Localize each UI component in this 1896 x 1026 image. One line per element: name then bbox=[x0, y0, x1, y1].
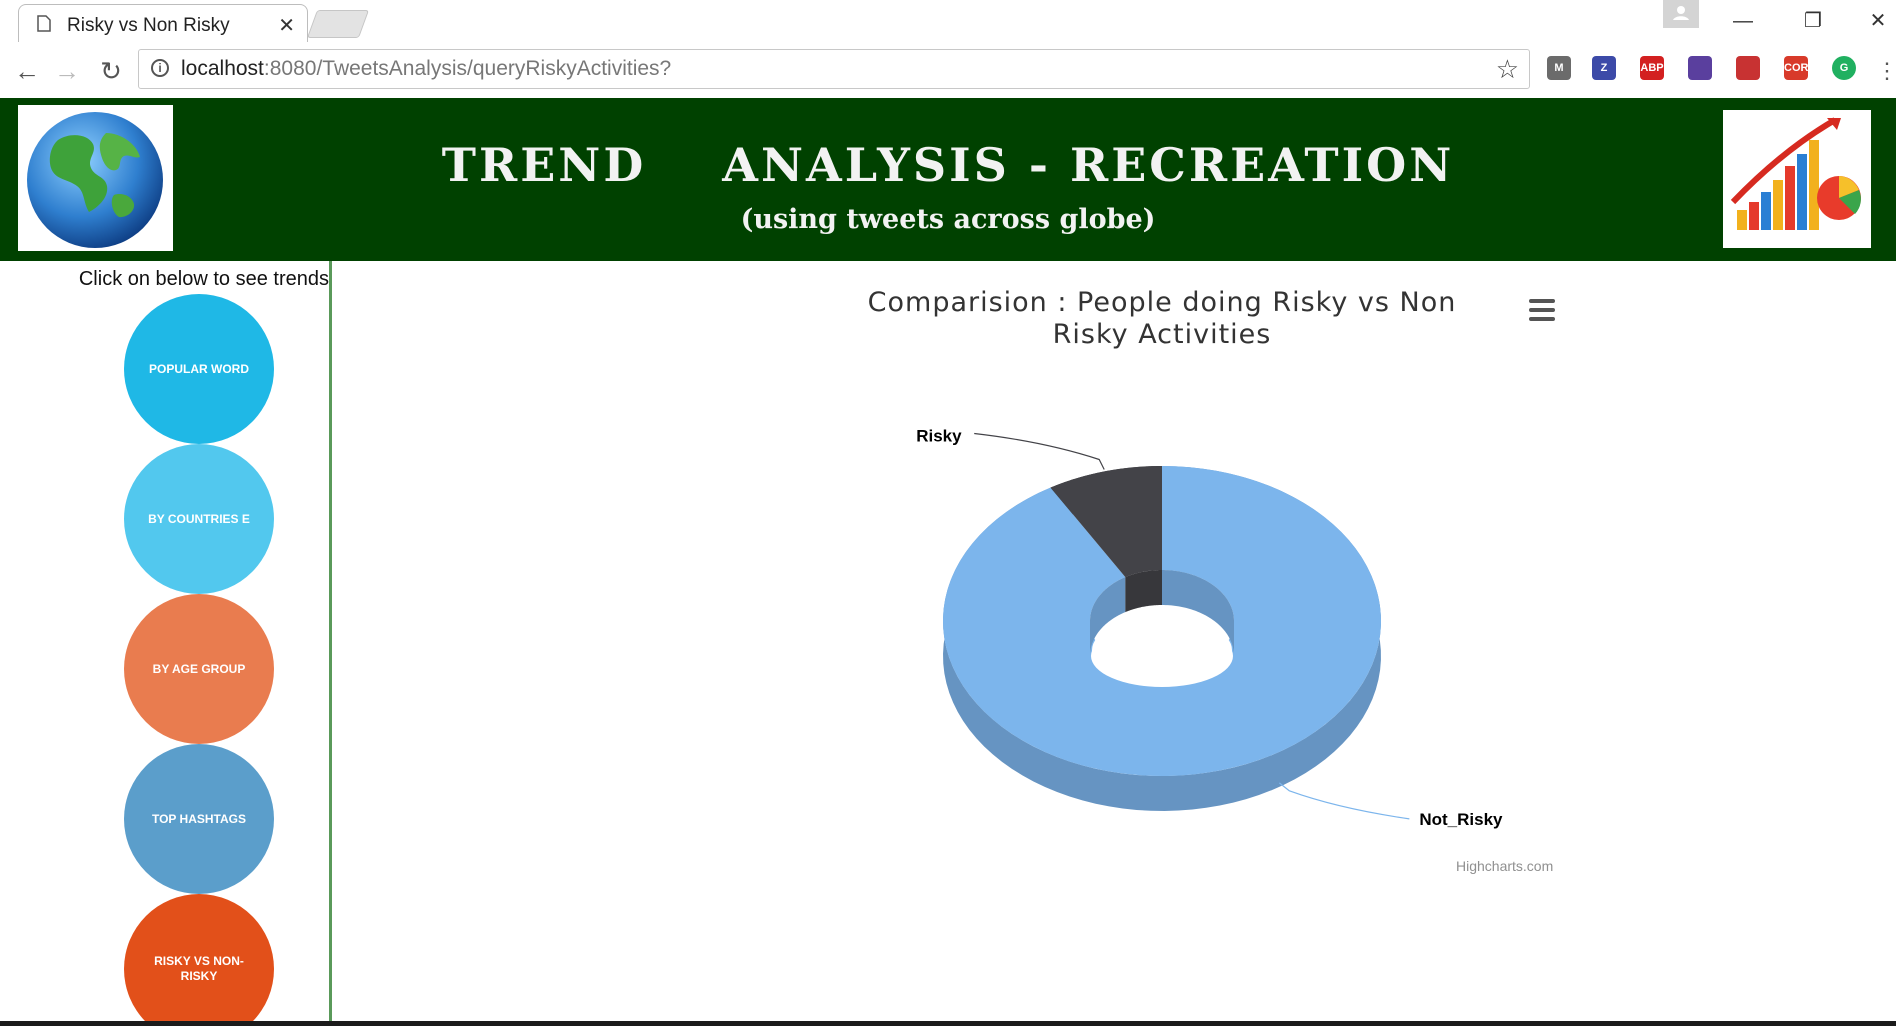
trend-button-by-age-group[interactable]: BY AGE GROUP bbox=[124, 594, 274, 744]
inner-wall-not_risky bbox=[1090, 577, 1126, 656]
chart-credits-link[interactable]: Highcharts.com bbox=[1456, 858, 1554, 874]
browser-tab-strip: Risky vs Non Risky ✕ — ❐ ✕ bbox=[0, 0, 1896, 42]
hamburger-menu-icon[interactable] bbox=[1529, 299, 1555, 321]
inner-wall-not_risky bbox=[1162, 570, 1234, 656]
page-icon bbox=[37, 15, 51, 32]
info-icon[interactable]: i bbox=[151, 59, 169, 77]
slice-not_risky bbox=[943, 466, 1381, 776]
extension-icon[interactable] bbox=[1736, 56, 1760, 80]
browser-toolbar: ← → ↻ i localhost:8080/TweetsAnalysis/qu… bbox=[0, 42, 1896, 99]
extension-icon[interactable]: ABP bbox=[1640, 56, 1664, 80]
inner-wall-risky bbox=[1125, 570, 1162, 613]
trend-button-top-hashtags[interactable]: TOP HASHTAGS bbox=[124, 744, 274, 894]
chart-title: Comparision : People doing Risky vs Non … bbox=[867, 287, 1457, 350]
tab-title: Risky vs Non Risky bbox=[67, 15, 230, 36]
extension-icon[interactable]: Z bbox=[1592, 56, 1616, 80]
chrome-menu-icon[interactable]: ⋮ bbox=[1876, 58, 1896, 83]
close-tab-icon[interactable]: ✕ bbox=[278, 15, 295, 37]
trend-button-by-countries-e[interactable]: BY COUNTRIES E bbox=[124, 444, 274, 594]
browser-tab[interactable]: Risky vs Non Risky ✕ bbox=[18, 4, 308, 42]
page-header: TREND ANALYSIS - RECREATION (using tweet… bbox=[0, 98, 1896, 261]
trend-sidebar: Click on below to see trends POPULAR WOR… bbox=[0, 261, 332, 1021]
slice-risky bbox=[1050, 466, 1162, 578]
extension-icon[interactable]: G bbox=[1832, 56, 1856, 80]
new-tab-button[interactable] bbox=[306, 10, 370, 38]
growth-chart-logo bbox=[1723, 110, 1871, 248]
bookmark-star-icon[interactable]: ☆ bbox=[1495, 54, 1519, 84]
extension-icon[interactable] bbox=[1688, 56, 1712, 80]
site-subtitle: (using tweets across globe) bbox=[740, 204, 1156, 235]
close-window-button[interactable]: ✕ bbox=[1869, 10, 1887, 32]
minimize-button[interactable]: — bbox=[1733, 10, 1753, 32]
data-label-risky: Risky bbox=[916, 426, 962, 445]
back-arrow-icon[interactable]: ← bbox=[14, 56, 40, 86]
trend-button-risky-vs-non-risky[interactable]: RISKY VS NON-RISKY bbox=[124, 894, 274, 1021]
forward-arrow-icon[interactable]: → bbox=[54, 56, 80, 86]
extension-icon[interactable]: CORS bbox=[1784, 56, 1816, 80]
extension-icon[interactable]: M bbox=[1547, 56, 1571, 80]
restore-button[interactable]: ❐ bbox=[1804, 10, 1822, 32]
address-bar[interactable]: i localhost:8080/TweetsAnalysis/queryRis… bbox=[138, 49, 1530, 89]
donut-hole-top bbox=[1092, 617, 1232, 683]
globe-logo bbox=[18, 105, 173, 251]
reload-icon[interactable]: ↻ bbox=[100, 56, 122, 86]
profile-icon bbox=[1673, 6, 1689, 20]
chart-container: Risky Not_Risky Comparision : People doin… bbox=[332, 261, 1896, 1021]
sidebar-prompt: Click on below to see trends bbox=[78, 268, 329, 290]
label-connector-not-risky bbox=[1278, 782, 1410, 820]
trend-button-popular-word[interactable]: POPULAR WORD bbox=[124, 294, 274, 444]
profile-button[interactable] bbox=[1663, 0, 1699, 28]
url-text: localhost:8080/TweetsAnalysis/queryRisky… bbox=[181, 57, 672, 80]
site-title: TREND ANALYSIS - RECREATION bbox=[441, 138, 1455, 192]
donut-chart: Risky Not_Risky bbox=[916, 426, 1503, 829]
label-connector-risky bbox=[974, 432, 1105, 470]
taskbar-edge bbox=[0, 1021, 1896, 1026]
data-label-not-risky: Not_Risky bbox=[1419, 810, 1503, 829]
